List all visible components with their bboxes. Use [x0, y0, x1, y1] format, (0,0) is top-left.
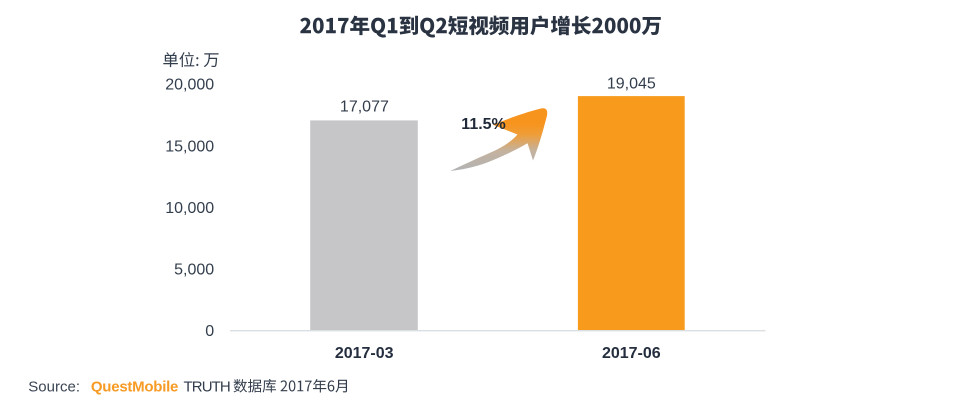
- svg-text:QuestMobile: QuestMobile: [91, 378, 178, 395]
- svg-text:10,000: 10,000: [165, 200, 214, 217]
- svg-text:2017-03: 2017-03: [335, 345, 394, 362]
- svg-text:15,000: 15,000: [165, 138, 214, 155]
- svg-text:19,045: 19,045: [607, 75, 656, 92]
- svg-text:TRUTH: TRUTH: [184, 378, 230, 395]
- svg-text:Source:: Source:: [28, 378, 80, 395]
- svg-text:11.5%: 11.5%: [461, 116, 505, 133]
- svg-text:2017-06: 2017-06: [602, 345, 661, 362]
- svg-text:20,000: 20,000: [165, 77, 214, 94]
- svg-text:17,077: 17,077: [340, 99, 389, 116]
- svg-text:5,000: 5,000: [174, 262, 214, 279]
- svg-text:0: 0: [205, 323, 214, 340]
